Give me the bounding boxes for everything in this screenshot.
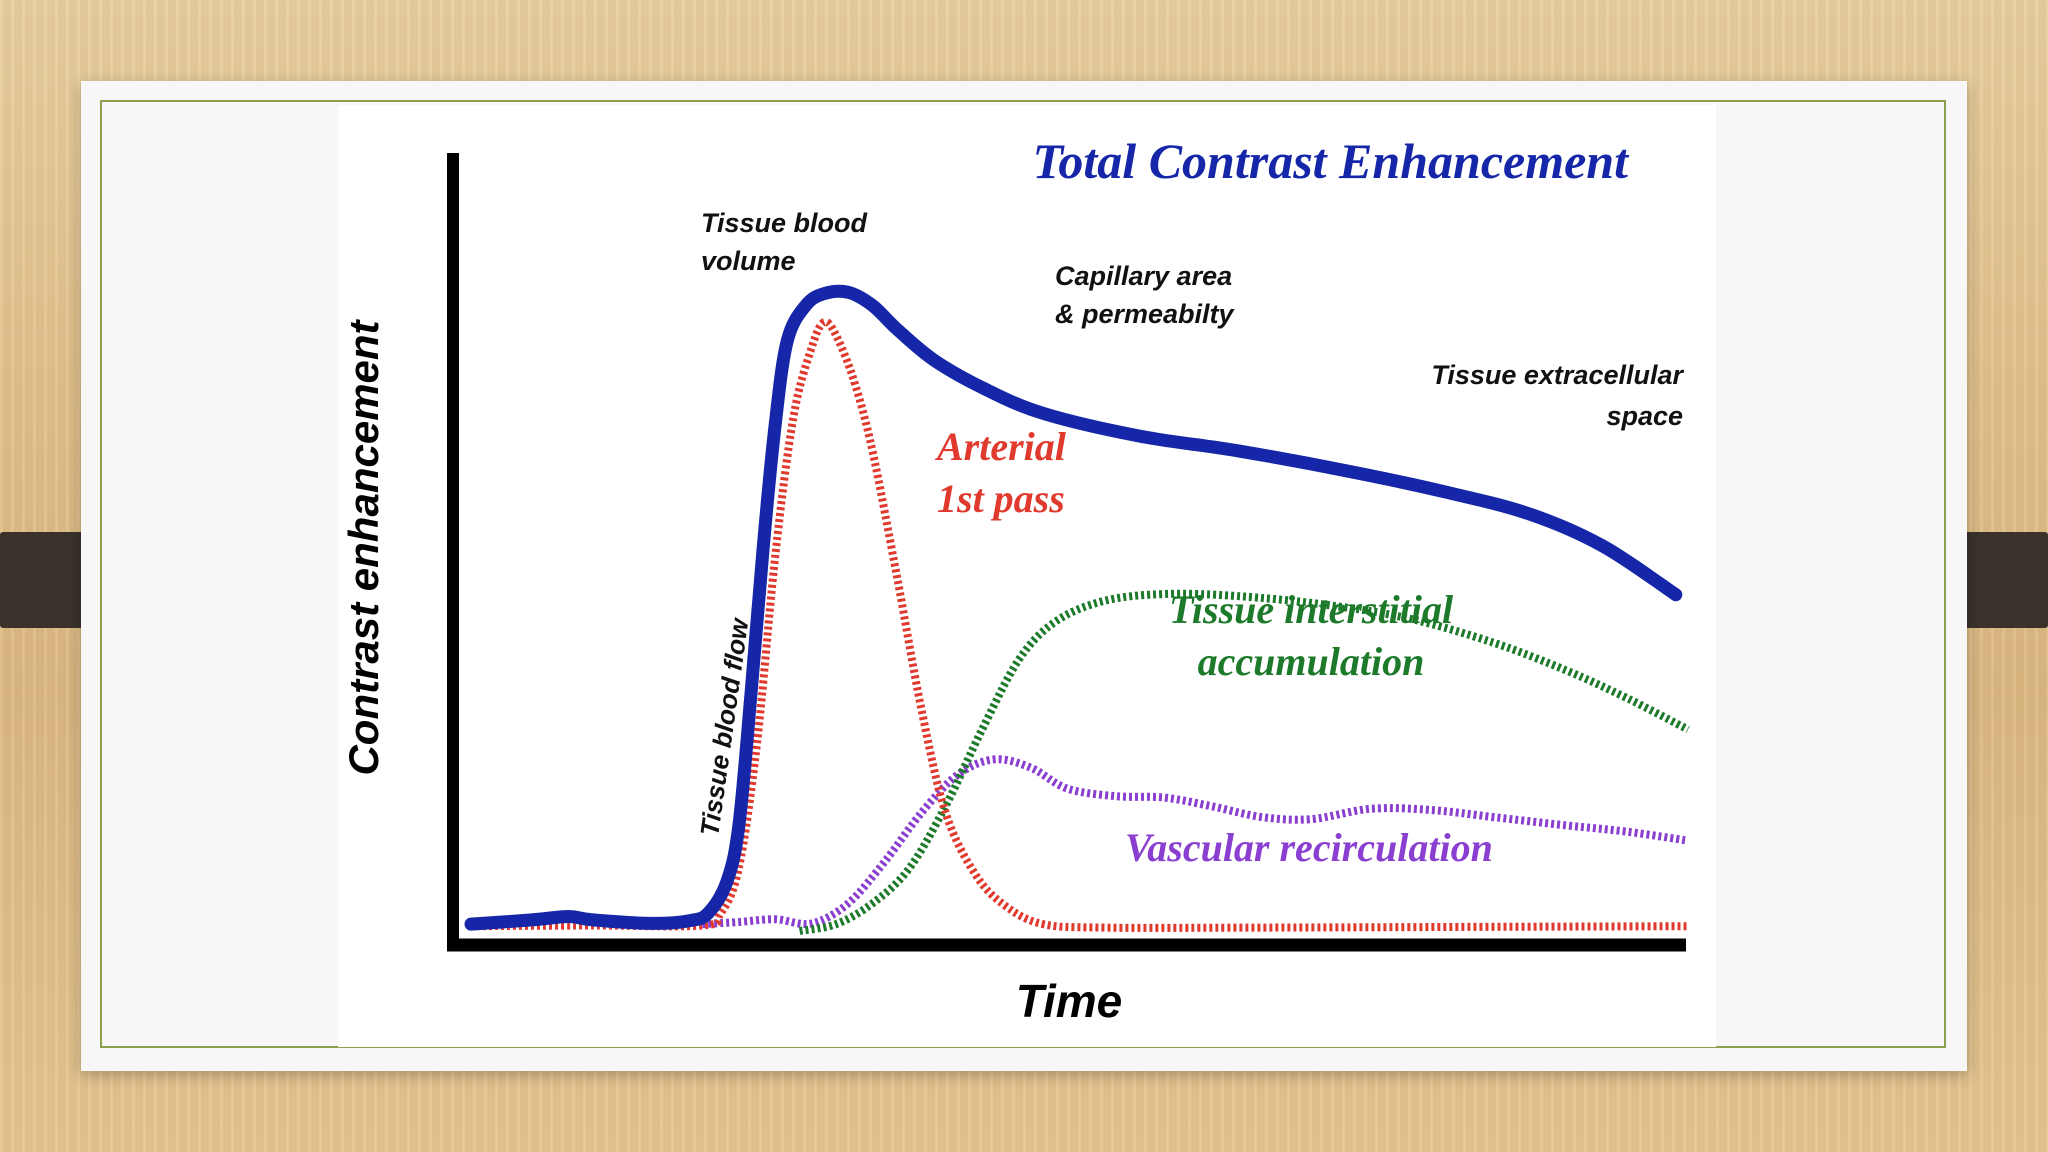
annotation-vascular-recirculation: Vascular recirculation [1125, 825, 1493, 870]
x-axis-label: Time [1016, 975, 1123, 1027]
chart-svg: Total Contrast Enhancement Time Contrast e… [340, 133, 1690, 1027]
series-layer [464, 284, 1690, 935]
series-line-total-contrast-enhancement [464, 284, 1683, 931]
annotation-tissue-interstitial-accumulation: Tissue interstitial accumulation [1169, 587, 1454, 684]
annotation-capillary-area: Capillary area & permeabilty [1055, 261, 1236, 329]
series-line-vascular-recirculation [702, 755, 1689, 929]
series-line-tissue-interstitial-accumulation [798, 589, 1690, 935]
annotation-arterial-1st-pass: Arterial 1st pass [934, 424, 1067, 521]
annotation-tissue-blood-volume: Tissue blood volume [701, 208, 868, 276]
series-line-arterial-1st-pass [470, 317, 1689, 932]
axes [447, 153, 1686, 952]
slide-border [100, 100, 1946, 1048]
y-axis-label: Contrast enhancement [340, 318, 387, 775]
chart-title: Total Contrast Enhancement [1032, 133, 1630, 189]
chart-panel: Total Contrast Enhancement Time Contrast e… [338, 105, 1716, 1047]
annotation-tissue-extracellular-space: Tissue extracellular space [1431, 360, 1684, 431]
annotations-layer: Total Contrast Enhancement Time Contrast e… [340, 133, 1684, 1027]
